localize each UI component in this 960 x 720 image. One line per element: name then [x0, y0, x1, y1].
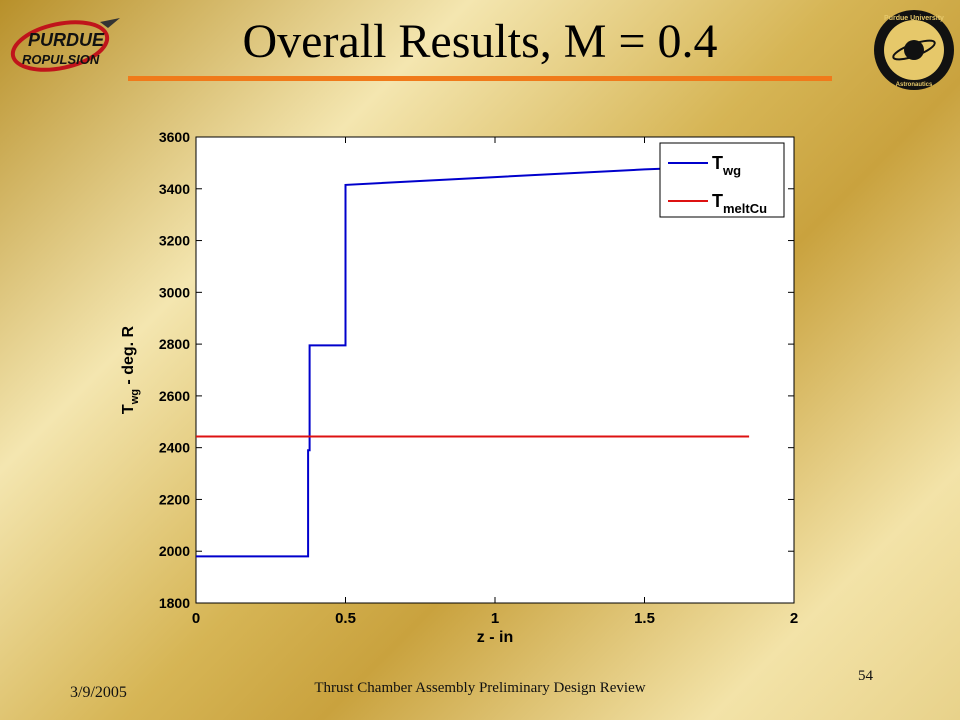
svg-text:ROPULSION: ROPULSION [22, 52, 100, 67]
legend-box [659, 142, 785, 218]
y-axis-label: Twg - deg. R [120, 325, 141, 414]
y-tick-label: 2600 [159, 388, 190, 404]
x-tick-label: 1 [491, 610, 499, 627]
x-tick-label: 0.5 [335, 610, 356, 627]
y-tick-label: 3000 [159, 284, 190, 300]
legend-entry: Twg [712, 153, 741, 178]
title-underline [128, 76, 832, 81]
purdue-propulsion-logo: PURDUE ROPULSION [10, 18, 120, 72]
svg-text:Twg - deg. R: Twg - deg. R [120, 325, 141, 414]
y-tick-label: 3400 [159, 181, 190, 197]
y-tick-label: 2000 [159, 543, 190, 559]
y-tick-label: 1800 [159, 595, 190, 611]
y-tick-label: 3200 [159, 233, 190, 249]
series-line-twg [196, 164, 750, 558]
page-number: 54 [858, 668, 873, 684]
y-tick-label: 3600 [159, 129, 190, 145]
y-axis-label-rest: - deg. R [120, 325, 137, 389]
svg-text:Purdue University: Purdue University [884, 15, 944, 22]
svg-text:Astronautics: Astronautics [896, 82, 933, 88]
x-tick-label: 1.5 [634, 610, 655, 627]
x-axis-label: z - in [477, 629, 513, 646]
y-tick-label: 2400 [159, 440, 190, 456]
y-tick-label: 2200 [159, 491, 190, 507]
x-tick-label: 2 [790, 610, 798, 627]
series-layer [196, 164, 750, 558]
legend-entry: TmeltCu [712, 191, 767, 216]
svg-text:PURDUE: PURDUE [28, 30, 105, 50]
legend: Twg TmeltCu [659, 142, 785, 218]
footer-date: 3/9/2005 [70, 684, 127, 701]
axis-ticks: 0 0.5 1 1.5 2 1800 2000 2200 2400 2600 2800 3000 320… [159, 129, 798, 627]
y-axis-label-main: T [120, 404, 137, 414]
purdue-aeronautics-seal: Purdue University Astronautics [874, 10, 954, 90]
y-tick-label: 2800 [159, 336, 190, 352]
footer-title: Thrust Chamber Assembly Preliminary Desi… [314, 680, 646, 696]
x-tick-label: 0 [192, 610, 200, 627]
y-axis-label-sub: wg [129, 389, 141, 405]
slide-title: Overall Results, M = 0.4 [242, 15, 718, 68]
